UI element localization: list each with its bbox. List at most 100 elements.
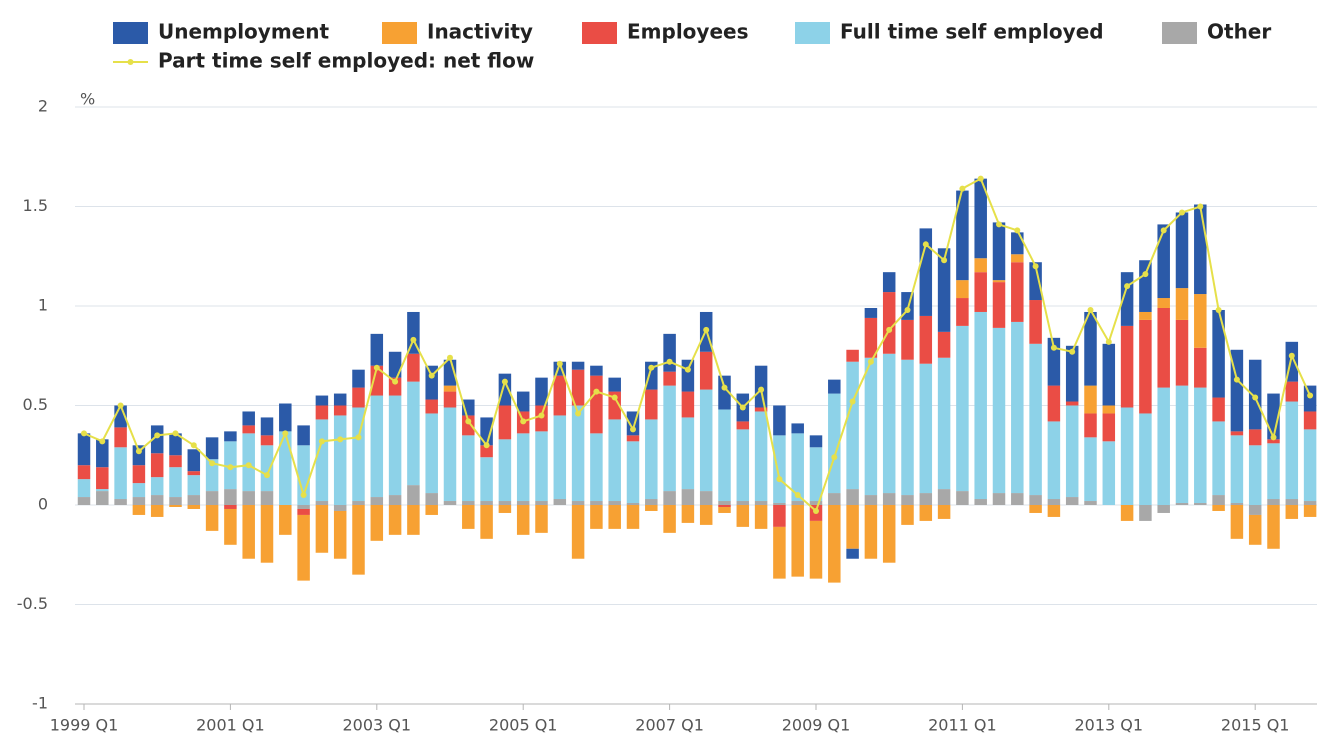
bar-segment [645, 361, 658, 390]
bar-segment [1120, 272, 1134, 326]
bar-segment [1157, 298, 1170, 308]
bar-segment [315, 505, 329, 553]
bar-segment [297, 508, 310, 515]
y-tick-label: 2 [38, 97, 48, 116]
bar-segment [352, 501, 365, 505]
line-marker [1069, 348, 1076, 355]
bar-segment [333, 393, 347, 406]
bar-segment [260, 491, 274, 505]
bar-segment [718, 505, 731, 507]
line-marker [867, 358, 874, 365]
line-marker [1142, 271, 1149, 278]
bar-segment [1029, 262, 1042, 301]
bar-segment [462, 415, 475, 436]
x-tick-label: 2007 Q1 [635, 716, 704, 735]
line-marker [410, 336, 417, 343]
bar-segment [297, 425, 310, 446]
bar-segment [462, 435, 475, 502]
bar-segment [1139, 319, 1152, 414]
bar-segment [96, 489, 109, 492]
bar-segment [480, 417, 493, 446]
line-marker [172, 430, 179, 437]
bar-segment [1175, 503, 1189, 505]
x-tick-label: 2005 Q1 [489, 716, 558, 735]
bar-segment [1248, 445, 1262, 505]
bar-segment [590, 365, 603, 376]
bar-segment [498, 439, 512, 502]
bar-segment [516, 433, 530, 502]
bar-segment [187, 475, 201, 496]
bar-segment [480, 501, 493, 505]
line-marker [922, 241, 929, 248]
bar-segment [224, 508, 237, 545]
bar-segment [956, 491, 969, 505]
bar-segment [242, 411, 255, 426]
legend-label: Full time self employed [840, 20, 1104, 44]
bar-segment [1102, 343, 1116, 406]
bar-segment [260, 435, 274, 446]
bar-segment [699, 389, 713, 492]
bar-segment [407, 505, 420, 535]
bar-segment [1175, 319, 1189, 386]
bar-segment [1047, 385, 1061, 422]
line-marker [941, 257, 948, 264]
bar-segment [846, 505, 859, 549]
bar-segment [736, 429, 750, 502]
bar-segment [718, 506, 731, 513]
bar-segment [553, 415, 567, 500]
y-tick-label: 1 [38, 296, 48, 315]
bar-segment [352, 387, 365, 408]
bar-segment [699, 505, 713, 525]
bar-segment [1011, 232, 1024, 255]
line-marker [227, 464, 234, 471]
legend-label: Other [1207, 20, 1271, 44]
line-marker [977, 175, 984, 182]
bar-segment [846, 349, 859, 362]
bar-segment [919, 505, 933, 521]
bar-segment [956, 280, 969, 299]
bar-segment [516, 391, 530, 412]
bar-segment [681, 417, 695, 490]
bar-segment [297, 514, 310, 581]
bar-segment [754, 407, 768, 412]
bar-segment [809, 435, 823, 448]
bar-segment [333, 415, 347, 505]
bar-segment [937, 505, 951, 519]
bar-segment [388, 505, 402, 535]
line-marker [81, 430, 87, 437]
legend-swatch [795, 22, 830, 44]
bar-segment [352, 369, 365, 388]
bar-segment [205, 505, 219, 531]
line-marker [1105, 338, 1112, 345]
bar-segment [1267, 443, 1280, 500]
bar-segment [260, 445, 274, 492]
bar-segment [1065, 401, 1079, 406]
bar-segment [1120, 505, 1134, 521]
bar-segment [132, 505, 146, 515]
bar-segment [1047, 421, 1061, 500]
line-marker [447, 354, 453, 361]
line-marker [849, 398, 856, 405]
bar-segment [1065, 405, 1079, 498]
bar-segment [901, 359, 914, 496]
bar-segment [1102, 405, 1116, 414]
bar-segment [1029, 300, 1042, 344]
y-tick-label: -0.5 [17, 594, 48, 613]
line-marker [154, 432, 161, 439]
bar-segment [1303, 411, 1317, 430]
bar-segment [150, 505, 164, 517]
bar-segment [315, 419, 329, 502]
bar-segment [663, 491, 676, 505]
bar-segment [1175, 212, 1189, 289]
bar-segment [1230, 435, 1244, 504]
bar-segment [370, 395, 384, 498]
bar-segment [260, 505, 274, 563]
x-tick-label: 1999 Q1 [50, 716, 119, 735]
x-tick-label: 2001 Q1 [196, 716, 265, 735]
bar-segment [443, 385, 457, 392]
line-marker [318, 438, 325, 445]
bar-segment [1139, 505, 1152, 521]
bar-segment [1248, 505, 1262, 515]
bar-segment [919, 493, 933, 505]
